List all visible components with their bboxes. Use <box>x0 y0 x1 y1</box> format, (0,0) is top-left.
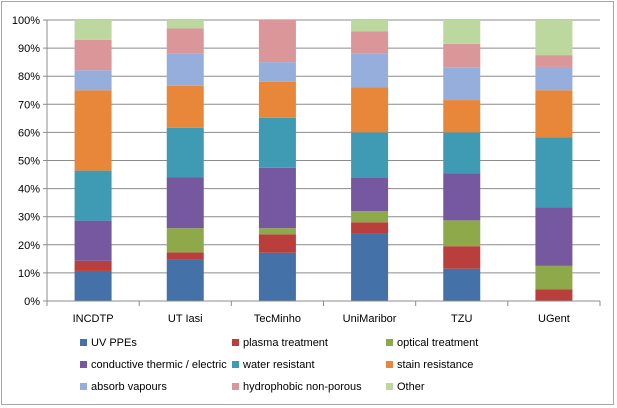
bar-tzu-uv-ppes <box>443 268 481 301</box>
x-axis-category-labels: INCDTP UT Iasi TecMinho UniMaribor TZU UGent <box>73 313 570 325</box>
x-category-label: INCDTP <box>73 313 114 325</box>
y-tick-label: 70% <box>18 99 40 111</box>
bar-ut-iasi-optical-treatment <box>166 228 204 253</box>
bar-ut-iasi-water-resistant <box>166 127 204 178</box>
gridlines <box>43 19 600 302</box>
y-tick-label: 50% <box>18 156 40 168</box>
y-tick-label: 40% <box>18 184 40 196</box>
legend-label: UV PPEs <box>91 337 137 349</box>
y-tick-label: 10% <box>18 268 40 280</box>
bar-tecminho-plasma-treatment <box>258 234 296 253</box>
x-category-label: UGent <box>538 313 570 325</box>
bar-incdtp-conductive-thermic-electric <box>74 220 112 261</box>
bar-tzu-plasma-treatment <box>443 246 481 269</box>
bar-tecminho-stain-resistance <box>258 81 296 118</box>
bar-ut-iasi-stain-resistance <box>166 85 204 128</box>
bar-tzu-conductive-thermic-electric <box>443 173 481 221</box>
bar-ugent-conductive-thermic-electric <box>535 207 573 266</box>
x-category-label: UT Iasi <box>168 313 203 325</box>
legend-label: absorb vapours <box>91 381 167 393</box>
legend: UV PPEs plasma treatment optical treatment… <box>80 337 478 393</box>
legend-swatch-plasma-treatment <box>232 339 239 346</box>
axes <box>46 20 601 306</box>
bar-unimaribor-absorb-vapours <box>351 53 389 88</box>
bar-tecminho-uv-ppes <box>258 252 296 301</box>
bar-ugent-plasma-treatment <box>535 289 573 301</box>
legend-swatch-conductive-thermic-electric <box>80 361 87 368</box>
y-tick-label: 0% <box>24 296 40 308</box>
bar-ugent-hydrophobic-non-porous <box>535 55 573 67</box>
bar-ut-iasi-plasma-treatment <box>166 252 204 260</box>
bar-incdtp-other <box>74 20 112 40</box>
legend-swatch-other <box>386 383 393 390</box>
legend-label: optical treatment <box>397 337 478 349</box>
legend-swatch-optical-treatment <box>386 339 393 346</box>
bar-incdtp-absorb-vapours <box>74 70 112 91</box>
legend-swatch-water-resistant <box>232 361 239 368</box>
y-axis-tick-labels: 0% 10% 20% 30% 40% 50% 60% 70% 80% 90% 100% <box>12 15 40 308</box>
bar-tzu-absorb-vapours <box>443 67 481 101</box>
y-tick-label: 90% <box>18 43 40 55</box>
bar-unimaribor-stain-resistance <box>351 87 389 133</box>
legend-label: Other <box>397 381 425 393</box>
bar-incdtp-hydrophobic-non-porous <box>74 39 112 71</box>
legend-swatch-stain-resistance <box>386 361 393 368</box>
bar-tzu-other <box>443 20 481 44</box>
y-tick-label: 30% <box>18 212 40 224</box>
bar-ut-iasi-hydrophobic-non-porous <box>166 28 204 54</box>
y-tick-label: 60% <box>18 127 40 139</box>
bar-incdtp-uv-ppes <box>74 270 112 301</box>
bar-unimaribor-water-resistant <box>351 132 389 178</box>
bar-ugent-optical-treatment <box>535 265 573 290</box>
bar-tecminho-absorb-vapours <box>258 62 296 82</box>
bar-unimaribor-uv-ppes <box>351 233 389 301</box>
bar-incdtp-plasma-treatment <box>74 260 112 271</box>
bar-incdtp-water-resistant <box>74 170 112 221</box>
bar-incdtp-stain-resistance <box>74 90 112 171</box>
legend-swatch-hydrophobic-non-porous <box>232 383 239 390</box>
bar-tzu-optical-treatment <box>443 220 481 247</box>
legend-label: stain resistance <box>397 359 473 371</box>
bar-ugent-other <box>535 20 573 56</box>
y-tick-label: 20% <box>18 240 40 252</box>
bar-ugent-water-resistant <box>535 137 573 208</box>
bar-ugent-absorb-vapours <box>535 66 573 91</box>
legend-label: hydrophobic non-porous <box>243 381 362 393</box>
legend-label: plasma treatment <box>243 337 328 349</box>
bar-unimaribor-optical-treatment <box>351 211 389 223</box>
legend-label: water resistant <box>242 359 315 371</box>
bar-ut-iasi-absorb-vapours <box>166 53 204 86</box>
bar-tzu-hydrophobic-non-porous <box>443 43 481 68</box>
bar-ugent-stain-resistance <box>535 90 573 138</box>
y-tick-label: 80% <box>18 71 40 83</box>
bar-ut-iasi-other <box>166 20 204 29</box>
bar-tzu-water-resistant <box>443 132 481 174</box>
bar-unimaribor-conductive-thermic-electric <box>351 177 389 212</box>
x-category-label: UniMaribor <box>343 313 397 325</box>
bar-unimaribor-other <box>351 20 389 32</box>
bar-tecminho-water-resistant <box>258 117 296 168</box>
bar-tecminho-optical-treatment <box>258 228 296 235</box>
bar-unimaribor-hydrophobic-non-porous <box>351 31 389 54</box>
bar-tzu-stain-resistance <box>443 100 481 133</box>
bar-unimaribor-plasma-treatment <box>351 222 389 234</box>
legend-swatch-absorb-vapours <box>80 383 87 390</box>
bar-tecminho-hydrophobic-non-porous <box>258 20 296 63</box>
bars <box>74 20 573 301</box>
x-category-label: TecMinho <box>254 313 301 325</box>
y-tick-label: 100% <box>12 15 40 27</box>
legend-label: conductive thermic / electric <box>91 359 227 371</box>
legend-swatch-uv-ppes <box>80 339 87 346</box>
bar-tecminho-conductive-thermic-electric <box>258 167 296 229</box>
bar-ut-iasi-conductive-thermic-electric <box>166 177 204 229</box>
x-category-label: TZU <box>451 313 472 325</box>
bar-ut-iasi-uv-ppes <box>166 259 204 301</box>
